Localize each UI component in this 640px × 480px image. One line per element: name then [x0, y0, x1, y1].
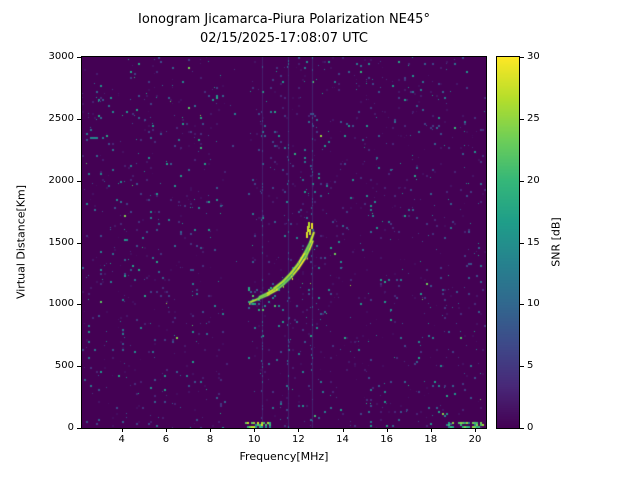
y-tick-label: 2500 — [48, 112, 74, 124]
colorbar — [496, 56, 520, 429]
chart-subtitle: 02/15/2025-17:08:07 UTC — [200, 31, 368, 46]
x-tick-label: 6 — [162, 434, 170, 445]
y-tick-label: 3000 — [48, 51, 74, 62]
y-tick-mark — [77, 57, 81, 58]
colorbar-tick-mark — [520, 366, 524, 368]
y-tick-label: 1000 — [48, 298, 74, 310]
x-tick-label: 10 — [247, 434, 261, 445]
colorbar-label: SNR [dB] — [549, 217, 563, 267]
x-tick-mark — [474, 428, 476, 432]
colorbar-canvas — [497, 57, 519, 428]
y-tick-label: 0 — [67, 422, 74, 433]
heatmap-canvas — [82, 57, 486, 428]
x-tick-label: 14 — [336, 434, 349, 445]
colorbar-tick-mark — [520, 242, 524, 244]
colorbar-tick-label: 30 — [527, 51, 540, 62]
x-tick-mark — [386, 428, 388, 432]
x-axis-label: Frequency[MHz] — [239, 450, 329, 463]
x-tick-mark — [342, 428, 344, 432]
y-tick-mark — [77, 242, 81, 244]
y-tick-mark — [77, 304, 81, 306]
y-tick-mark — [77, 366, 81, 368]
y-tick-mark — [77, 118, 81, 120]
x-tick-label: 12 — [291, 434, 305, 445]
colorbar-tick-mark — [520, 57, 524, 58]
x-tick-label: 4 — [118, 434, 125, 445]
y-tick-mark — [77, 428, 81, 429]
x-tick-mark — [210, 428, 212, 432]
colorbar-tick-label: 25 — [527, 112, 540, 124]
y-tick-label: 500 — [54, 360, 74, 372]
x-tick-mark — [121, 428, 123, 432]
colorbar-tick-mark — [520, 180, 524, 182]
x-tick-mark — [165, 428, 167, 432]
y-tick-mark — [77, 180, 81, 182]
colorbar-tick-label: 0 — [527, 422, 534, 433]
x-tick-label: 16 — [380, 434, 393, 445]
x-tick-label: 18 — [424, 434, 438, 445]
colorbar-tick-label: 5 — [527, 360, 534, 372]
colorbar-tick-mark — [520, 428, 524, 429]
x-tick-label: 20 — [468, 434, 482, 445]
plot-area — [81, 56, 487, 429]
chart-title: Ionogram Jicamarca-Piura Polarization NE… — [138, 12, 430, 27]
x-tick-mark — [298, 428, 300, 432]
y-tick-label: 1500 — [48, 236, 74, 248]
x-tick-mark — [430, 428, 432, 432]
x-tick-label: 8 — [206, 434, 214, 445]
y-axis-label: Virtual Distance[Km] — [14, 184, 28, 300]
colorbar-tick-mark — [520, 304, 524, 306]
colorbar-tick-label: 20 — [527, 174, 540, 186]
colorbar-tick-label: 15 — [527, 236, 540, 248]
colorbar-tick-label: 10 — [527, 298, 540, 310]
x-tick-mark — [254, 428, 256, 432]
colorbar-tick-mark — [520, 118, 524, 120]
y-tick-label: 2000 — [48, 174, 74, 186]
